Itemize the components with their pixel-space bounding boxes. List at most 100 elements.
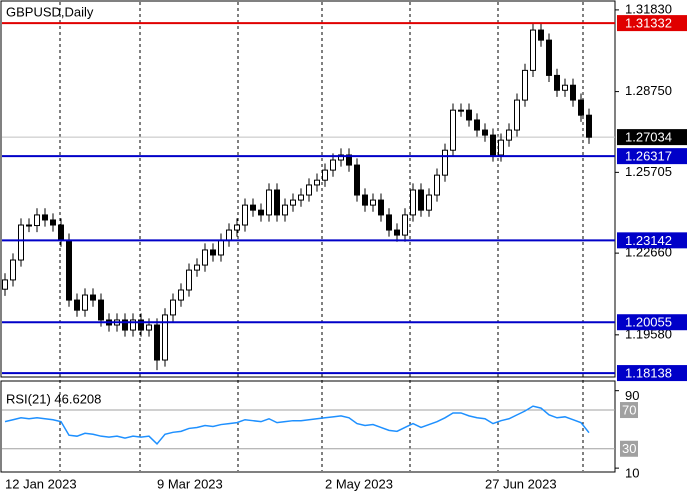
candle-body	[258, 209, 264, 216]
candle-body	[274, 189, 280, 216]
candle-body	[426, 194, 432, 211]
candle-body	[130, 319, 136, 331]
candle-body	[74, 299, 80, 311]
candle-body	[202, 249, 208, 266]
level-label: 1.31332	[625, 16, 672, 31]
candle-body	[170, 299, 176, 316]
rsi-line	[4, 405, 590, 446]
candle-body	[226, 229, 232, 241]
candle-body	[370, 199, 376, 206]
candle-body	[466, 109, 472, 121]
rsi-level-box	[620, 440, 638, 457]
y-tick-label: 1.31830	[625, 1, 672, 16]
candle-body	[554, 74, 560, 91]
candle-body	[338, 154, 344, 161]
candle-body	[10, 259, 16, 281]
candle-body	[234, 224, 240, 231]
price-panel-frame	[0, 0, 616, 378]
rsi-tick-label: 90	[625, 388, 639, 403]
candle-body	[570, 84, 576, 101]
level-label-box	[617, 15, 687, 32]
candle-body	[562, 84, 568, 91]
candle-body	[290, 199, 296, 206]
rsi-level-box	[620, 402, 638, 419]
level-label: 1.18138	[625, 366, 672, 381]
x-tick-label: 9 Mar 2023	[157, 476, 223, 491]
candle-body	[186, 269, 192, 291]
candle-body	[586, 114, 592, 138]
candle-body	[442, 149, 448, 176]
candle-body	[266, 189, 272, 216]
level-label: 1.23142	[625, 233, 672, 248]
rsi-level-label: 30	[622, 441, 636, 456]
candle-body	[402, 214, 408, 236]
candle-body	[146, 324, 152, 331]
candle-body	[530, 29, 536, 71]
candle-body	[90, 294, 96, 301]
candle-body	[522, 69, 528, 101]
candle-body	[306, 184, 312, 196]
candle-body	[162, 314, 168, 361]
candle-body	[58, 224, 64, 241]
candle-body	[242, 204, 248, 226]
candle-body	[194, 264, 200, 271]
candle-body	[578, 99, 584, 116]
level-label-box	[617, 314, 687, 331]
candle-body	[314, 179, 320, 186]
candle-body	[154, 324, 160, 361]
candle-body	[138, 319, 144, 331]
candle-body	[538, 29, 544, 41]
x-tick-label: 12 Jan 2023	[5, 476, 77, 491]
candle-body	[450, 109, 456, 151]
level-label: 1.20055	[625, 315, 672, 330]
candle-body	[2, 279, 8, 290]
candle-body	[386, 214, 392, 231]
candle-body	[34, 214, 40, 227]
candle-body	[394, 229, 400, 236]
current-price-box	[617, 129, 687, 146]
level-label: 1.26317	[625, 149, 672, 164]
candle-body	[498, 139, 504, 156]
candle-body	[490, 134, 496, 156]
candle-body	[50, 219, 56, 226]
candle-body	[354, 164, 360, 196]
candle-body	[546, 39, 552, 76]
candle-body	[210, 249, 216, 256]
x-tick-label: 2 May 2023	[325, 476, 393, 491]
candle-body	[282, 204, 288, 216]
chart-title: GBPUSD,Daily	[6, 4, 94, 19]
candle-body	[178, 289, 184, 301]
candle-body	[250, 204, 256, 211]
candle-body	[378, 199, 384, 216]
y-tick-label: 1.28750	[625, 83, 672, 98]
candle-body	[506, 129, 512, 141]
y-tick-label: 1.25705	[625, 164, 672, 179]
candle-body	[362, 194, 368, 206]
current-price-label: 1.27034	[625, 130, 672, 145]
candle-body	[26, 224, 32, 227]
candle-body	[122, 319, 128, 331]
indicator-title: RSI(21) 46.6208	[6, 391, 101, 406]
candle-body	[434, 174, 440, 196]
rsi-level-label: 70	[622, 402, 636, 417]
candle-body	[322, 169, 328, 181]
x-tick-label: 27 Jun 2023	[485, 476, 557, 491]
candle-body	[18, 224, 24, 261]
candle-body	[482, 129, 488, 136]
candle-body	[82, 294, 88, 311]
candle-body	[42, 214, 48, 221]
level-label-box	[617, 365, 687, 382]
candle-body	[66, 239, 72, 301]
candle-body	[410, 189, 416, 216]
candle-body	[514, 99, 520, 131]
rsi-tick-label: 10	[625, 466, 639, 481]
candle-body	[458, 109, 464, 112]
candle-body	[330, 159, 336, 171]
candle-body	[298, 194, 304, 201]
rsi-panel-frame	[0, 380, 616, 473]
candle-body	[218, 239, 224, 256]
candle-body	[98, 299, 104, 321]
candle-body	[418, 189, 424, 211]
level-label-box	[617, 148, 687, 165]
